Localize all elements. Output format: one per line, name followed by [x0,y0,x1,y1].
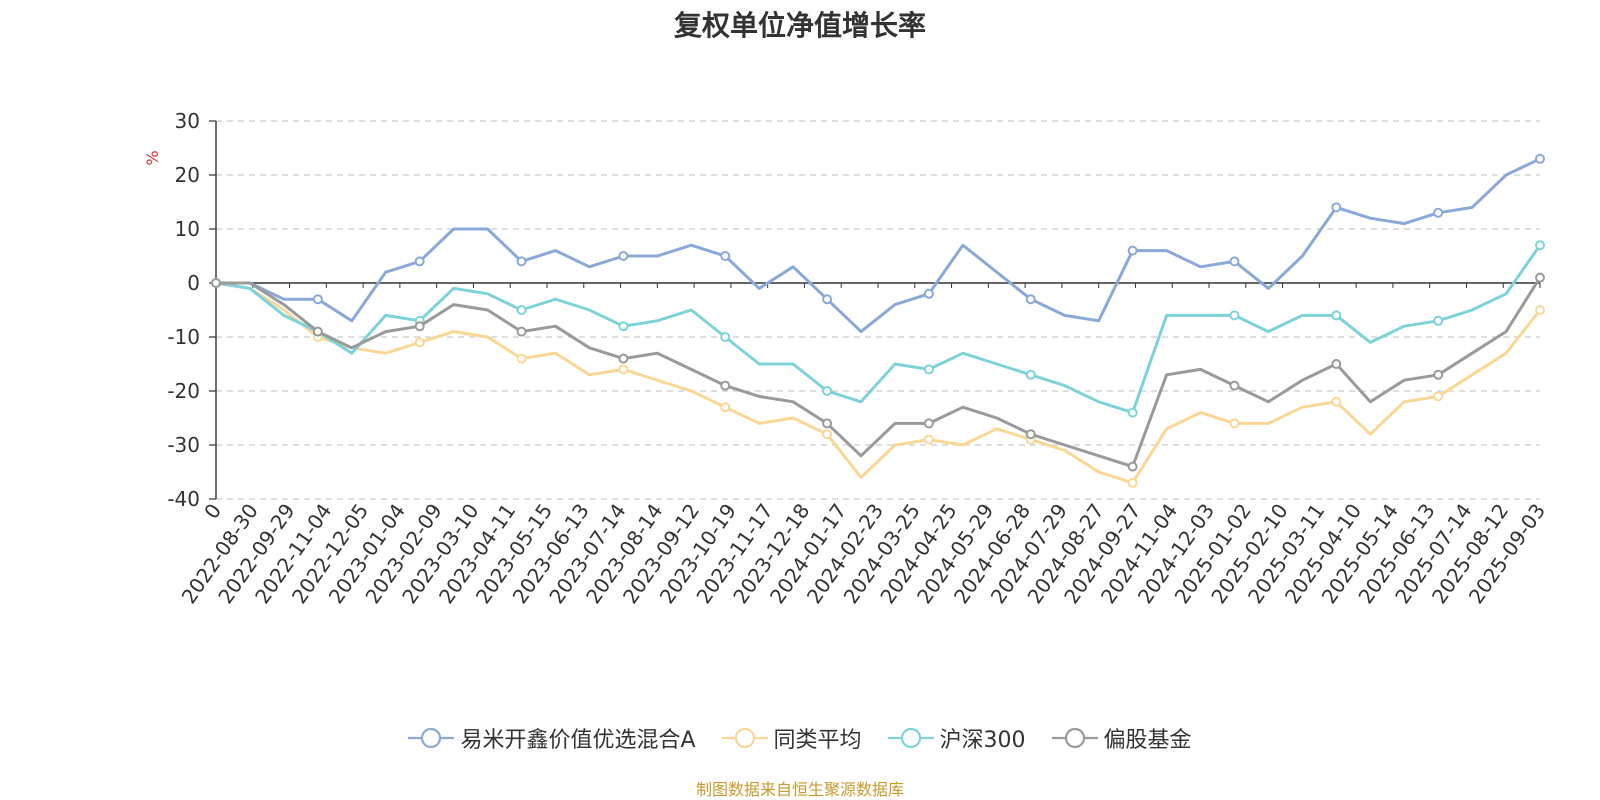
series-line-0[interactable] [216,157,1541,334]
series-point-0[interactable] [312,294,323,305]
series-point-3[interactable] [1229,380,1240,391]
series-point-3[interactable] [923,418,934,429]
series-point-0[interactable] [822,294,833,305]
series-point-2[interactable] [516,305,527,315]
legend-symbol-icon [887,727,934,749]
series-point-0[interactable] [516,256,527,267]
legend-label: 偏股基金 [1103,728,1192,753]
y-tick-label: -20 [167,379,200,403]
series-point-1[interactable] [822,429,833,440]
y-tick-label: 20 [175,163,200,187]
y-tick-label: -30 [167,433,200,457]
series-point-1[interactable] [1127,477,1138,488]
series-point-1[interactable] [1229,418,1240,429]
series-point-0[interactable] [1535,153,1545,164]
series-point-3[interactable] [211,278,221,288]
series-point-0[interactable] [618,251,629,261]
series-point-2[interactable] [1127,407,1138,418]
legend-symbol-icon [721,727,768,749]
series-point-2[interactable] [1229,310,1240,321]
series-point-3[interactable] [1535,272,1545,283]
series-point-3[interactable] [414,321,425,332]
y-tick-label: 30 [175,109,200,133]
series-point-3[interactable] [1331,359,1342,369]
series-point-0[interactable] [1025,294,1036,305]
series-line-1[interactable] [215,281,1542,485]
series-point-1[interactable] [720,402,731,413]
legend-item-1[interactable]: 同类平均 [721,722,862,754]
series-point-2[interactable] [1535,240,1545,251]
grid-lines [216,120,1540,500]
series-line-3[interactable] [216,276,1542,469]
legend-label: 沪深300 [939,728,1026,753]
series-point-1[interactable] [1331,396,1342,407]
series-point-0[interactable] [923,288,934,299]
legend-label: 同类平均 [773,728,862,753]
series-point-1[interactable] [923,434,934,445]
series-point-1[interactable] [414,337,425,348]
source-note: 制图数据来自恒生聚源数据库 [695,780,904,799]
series-point-1[interactable] [516,353,527,364]
series-point-3[interactable] [312,326,323,337]
series-point-0[interactable] [1229,256,1240,267]
series-point-1[interactable] [1433,391,1444,402]
series-point-3[interactable] [618,353,629,364]
axes: 3020100-10-20-30-4002022-08-302022-09-29… [167,109,1550,608]
series-point-2[interactable] [1025,369,1036,380]
legend-label: 易米开鑫价值优选混合A [460,728,696,753]
x-tick-label: 0 [199,499,226,523]
legend-symbol-icon [408,727,455,749]
y-tick-label: -10 [167,325,200,349]
y-tick-label: 10 [175,217,200,241]
series-point-1[interactable] [618,364,629,375]
series-point-2[interactable] [1331,310,1342,321]
series-point-3[interactable] [516,326,527,337]
legend-item-0[interactable]: 易米开鑫价值优选混合A [408,722,696,754]
series-point-2[interactable] [618,321,629,332]
series-point-2[interactable] [923,364,934,375]
legend: 易米开鑫价值优选混合A 同类平均 沪深300 偏股基金 [0,722,1600,754]
series-point-0[interactable] [720,251,731,261]
series-point-3[interactable] [1025,429,1036,440]
legend-symbol-icon [1051,727,1098,749]
y-tick-label: 0 [187,271,200,295]
chart-title: 复权单位净值增长率 [673,9,926,42]
series-point-2[interactable] [1433,315,1444,326]
series-point-3[interactable] [822,418,833,429]
legend-item-3[interactable]: 偏股基金 [1051,722,1192,754]
series-point-3[interactable] [1127,461,1138,472]
series-point-0[interactable] [1433,207,1444,218]
series-point-3[interactable] [1433,369,1444,380]
y-axis-unit-label: % [143,150,162,165]
series-point-0[interactable] [414,256,425,267]
series-point-2[interactable] [720,332,731,342]
series-point-3[interactable] [720,380,731,391]
series-lines [211,153,1545,488]
series-point-1[interactable] [1535,305,1545,315]
series-point-2[interactable] [822,386,833,396]
series-line-2[interactable] [215,244,1542,415]
series-point-0[interactable] [1331,202,1342,213]
series-point-0[interactable] [1127,245,1138,256]
y-tick-label: -40 [167,487,200,511]
legend-item-2[interactable]: 沪深300 [887,722,1026,754]
